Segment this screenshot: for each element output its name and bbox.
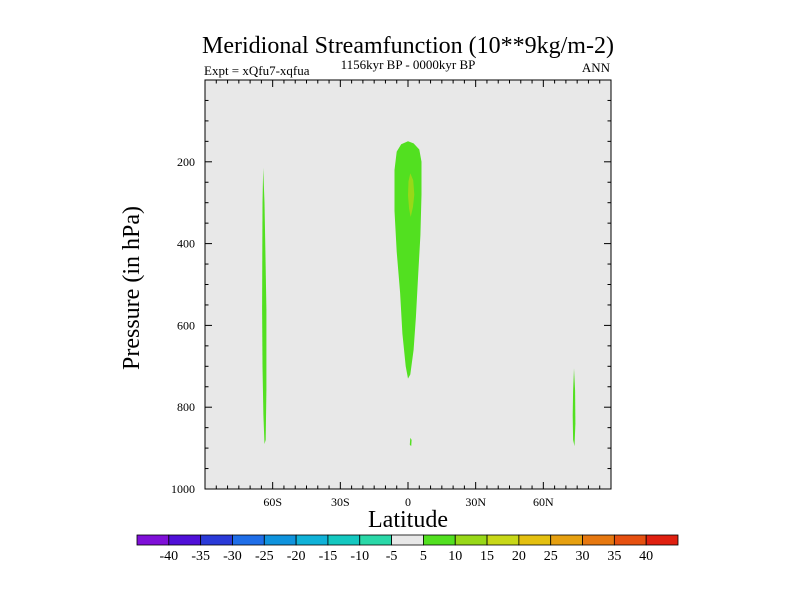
- colorbar-label: 30: [576, 549, 590, 564]
- colorbar-label: 40: [639, 549, 653, 564]
- colorbar-swatch: [486, 534, 520, 546]
- colorbar-swatch: [168, 534, 202, 546]
- colorbar-label: -40: [159, 549, 178, 564]
- colorbar-swatch: [550, 534, 583, 546]
- colorbar-label: -20: [287, 549, 306, 564]
- colorbar-label: -30: [223, 549, 242, 564]
- x-tick-label: 60S: [263, 495, 282, 509]
- colorbar: -40 -35 -30 -25 -20 -15 -10 -5 5 10 15 20 25 30 35 40: [136, 534, 679, 564]
- x-tick-label: 30S: [331, 495, 350, 509]
- contour-regions: [262, 141, 576, 447]
- colorbar-label: 25: [544, 549, 558, 564]
- contour-region-southern-band-5-10: [262, 167, 267, 444]
- contour-region-equatorial-speck-5-10: [409, 437, 412, 447]
- colorbar-swatch: [423, 534, 456, 546]
- colorbar-label: -25: [255, 549, 274, 564]
- contour-region-northern-band-5-10: [572, 368, 576, 447]
- x-axis-label: Latitude: [368, 507, 448, 533]
- plot-frame: [204, 79, 612, 490]
- chart-title: Meridional Streamfunction (10**9kg/m-2): [202, 33, 614, 59]
- colorbar-swatch: [327, 534, 361, 546]
- colorbar-label: 20: [512, 549, 526, 564]
- colorbar-label: -5: [386, 549, 398, 564]
- colorbar-swatch: [295, 534, 329, 546]
- colorbar-swatch: [518, 534, 552, 546]
- colorbar-swatch: [263, 534, 297, 546]
- experiment-label: Expt = xQfu7-xqfua: [204, 63, 310, 78]
- y-tick-label: 1000: [171, 482, 195, 496]
- y-tick-label: 200: [177, 155, 195, 169]
- y-axis-label: Pressure (in hPa): [119, 206, 145, 370]
- colorbar-label: 15: [480, 549, 494, 564]
- colorbar-swatch: [136, 534, 170, 546]
- x-tick-label: 0: [405, 495, 411, 509]
- y-tick-label: 800: [177, 400, 195, 414]
- colorbar-swatch: [454, 534, 488, 546]
- season-label: ANN: [582, 60, 611, 75]
- axis-ticks: 60S 30S 0 30N 60N 200 400 600 800 1000: [171, 80, 611, 509]
- y-tick-label: 600: [177, 318, 195, 332]
- colorbar-swatch: [359, 534, 392, 546]
- plot-area: 60S 30S 0 30N 60N 200 400 600 800 1000: [171, 79, 612, 509]
- x-tick-label: 60N: [533, 495, 554, 509]
- y-tick-label: 400: [177, 237, 195, 251]
- colorbar-label: 35: [607, 549, 621, 564]
- colorbar-swatch: [582, 534, 615, 546]
- colorbar-label: 5: [420, 549, 427, 564]
- chart-subtitle: 1156kyr BP - 0000kyr BP: [341, 57, 476, 72]
- x-tick-label: 30N: [465, 495, 486, 509]
- colorbar-swatch: [200, 534, 233, 546]
- colorbar-label: 10: [448, 549, 462, 564]
- colorbar-swatch: [391, 534, 424, 546]
- contour-region-equatorial-cell-5-10: [394, 141, 422, 379]
- colorbar-label: -15: [319, 549, 338, 564]
- colorbar-label: -35: [191, 549, 210, 564]
- colorbar-swatch: [613, 534, 647, 546]
- colorbar-swatch: [232, 534, 265, 546]
- colorbar-swatch: [645, 534, 679, 546]
- contour-region-equatorial-core-10-15: [408, 173, 415, 217]
- colorbar-label: -10: [350, 549, 369, 564]
